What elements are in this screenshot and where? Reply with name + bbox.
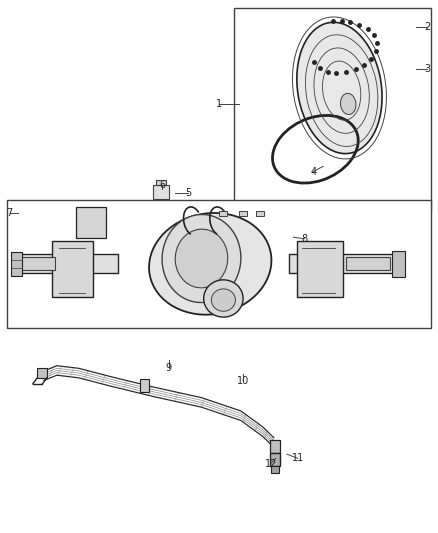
Text: 9: 9 <box>166 363 172 373</box>
Text: 6: 6 <box>159 181 165 190</box>
Text: 12: 12 <box>265 459 277 469</box>
FancyBboxPatch shape <box>76 207 106 238</box>
Bar <box>270 440 280 453</box>
Text: 4: 4 <box>310 167 316 176</box>
Ellipse shape <box>211 289 236 311</box>
FancyBboxPatch shape <box>297 241 343 297</box>
FancyBboxPatch shape <box>271 466 279 473</box>
Ellipse shape <box>297 22 382 154</box>
FancyBboxPatch shape <box>270 453 280 466</box>
Text: 7: 7 <box>7 208 13 218</box>
Ellipse shape <box>162 214 241 303</box>
Bar <box>346 257 390 270</box>
Bar <box>156 180 166 185</box>
Bar <box>37 368 47 378</box>
Text: 3: 3 <box>424 64 430 74</box>
Text: 8: 8 <box>301 234 307 244</box>
Bar <box>11 252 22 276</box>
Bar <box>392 251 405 277</box>
Bar <box>256 211 264 216</box>
Ellipse shape <box>204 280 243 317</box>
Text: 5: 5 <box>185 188 191 198</box>
Bar <box>239 211 247 216</box>
Bar <box>219 211 227 216</box>
Text: 1: 1 <box>216 99 222 109</box>
Text: 2: 2 <box>424 22 430 31</box>
FancyBboxPatch shape <box>140 379 149 392</box>
Bar <box>234 8 431 211</box>
Bar <box>7 200 431 328</box>
Text: 10: 10 <box>237 376 249 386</box>
Ellipse shape <box>175 229 228 288</box>
Ellipse shape <box>340 93 356 115</box>
Bar <box>18 257 55 270</box>
FancyBboxPatch shape <box>52 241 93 297</box>
Text: 11: 11 <box>292 454 304 463</box>
Bar <box>289 254 399 273</box>
Bar <box>153 185 169 199</box>
Bar <box>18 254 118 273</box>
Ellipse shape <box>149 213 272 314</box>
